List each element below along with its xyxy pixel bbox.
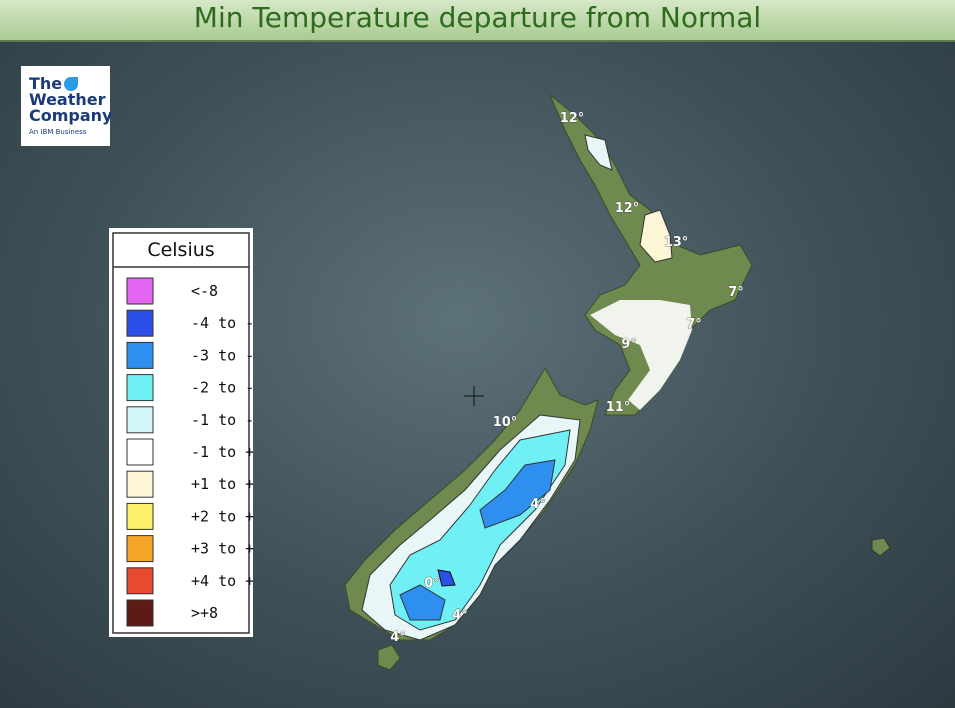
logo-line: The xyxy=(29,74,63,93)
temperature-labels: 12° 12° 13° 7° 7° 9° 11° 10° 4° 0° 4° 4° xyxy=(390,111,744,646)
temperature-label: 7° xyxy=(686,317,702,332)
legend-label: <-8 xyxy=(191,282,218,300)
temperature-label: 0° xyxy=(424,576,440,591)
logo: The Weather Company An IBM Business xyxy=(21,66,113,146)
logo-tagline: An IBM Business xyxy=(29,128,87,136)
legend-swatch xyxy=(126,406,154,434)
chatham-islands xyxy=(871,537,891,557)
temperature-label: 10° xyxy=(493,415,518,430)
legend-label: -1 to -2 xyxy=(191,411,253,429)
legend: Celsius <-8 -4 to -8 -3 to -4 -2 to -3 -1 to… xyxy=(109,228,263,637)
legend-label: +4 to +8 xyxy=(191,572,253,590)
north-island xyxy=(549,94,753,416)
temperature-label: 4° xyxy=(390,630,406,645)
logo-drop xyxy=(64,77,78,91)
legend-swatch xyxy=(126,309,154,337)
legend-label: -2 to -3 xyxy=(191,379,253,397)
legend-label: -3 to -4 xyxy=(191,346,253,364)
legend-label: >+8 xyxy=(191,604,218,622)
temperature-label: 9° xyxy=(621,337,637,352)
temperature-label: 12° xyxy=(560,111,585,126)
legend-label: -4 to -8 xyxy=(191,314,253,332)
temperature-label: 7° xyxy=(728,285,744,300)
legend-swatch xyxy=(126,567,154,595)
title-bar: Min Temperature departure from Normal xyxy=(0,0,955,42)
crosshair xyxy=(464,386,484,406)
temperature-label: 12° xyxy=(615,201,640,216)
legend-title: Celsius xyxy=(147,239,214,261)
south-island xyxy=(344,366,599,671)
legend-swatch xyxy=(126,341,154,369)
legend-swatch xyxy=(126,535,154,563)
legend-label: +2 to +3 xyxy=(191,507,253,525)
temperature-label: 4° xyxy=(452,608,468,623)
temperature-label: 11° xyxy=(606,400,631,415)
legend-label: +3 to +4 xyxy=(191,540,253,558)
temperature-label: 13° xyxy=(664,235,689,250)
legend-swatch xyxy=(126,374,154,402)
logo-line: Company xyxy=(29,106,113,125)
legend-label: +1 to +2 xyxy=(191,475,253,493)
title: Min Temperature departure from Normal xyxy=(193,1,762,34)
legend-swatch xyxy=(126,470,154,498)
temperature-label: 4° xyxy=(530,497,546,512)
legend-swatch xyxy=(126,277,154,305)
legend-swatch xyxy=(126,502,154,530)
legend-label: -1 to +1 xyxy=(191,443,253,461)
logo-line: Weather xyxy=(29,90,106,109)
legend-swatch xyxy=(126,599,154,627)
legend-swatch xyxy=(126,438,154,466)
legend-graphic: Celsius <-8 -4 to -8 -3 to -4 -2 to -3 -1 to… xyxy=(112,232,263,634)
